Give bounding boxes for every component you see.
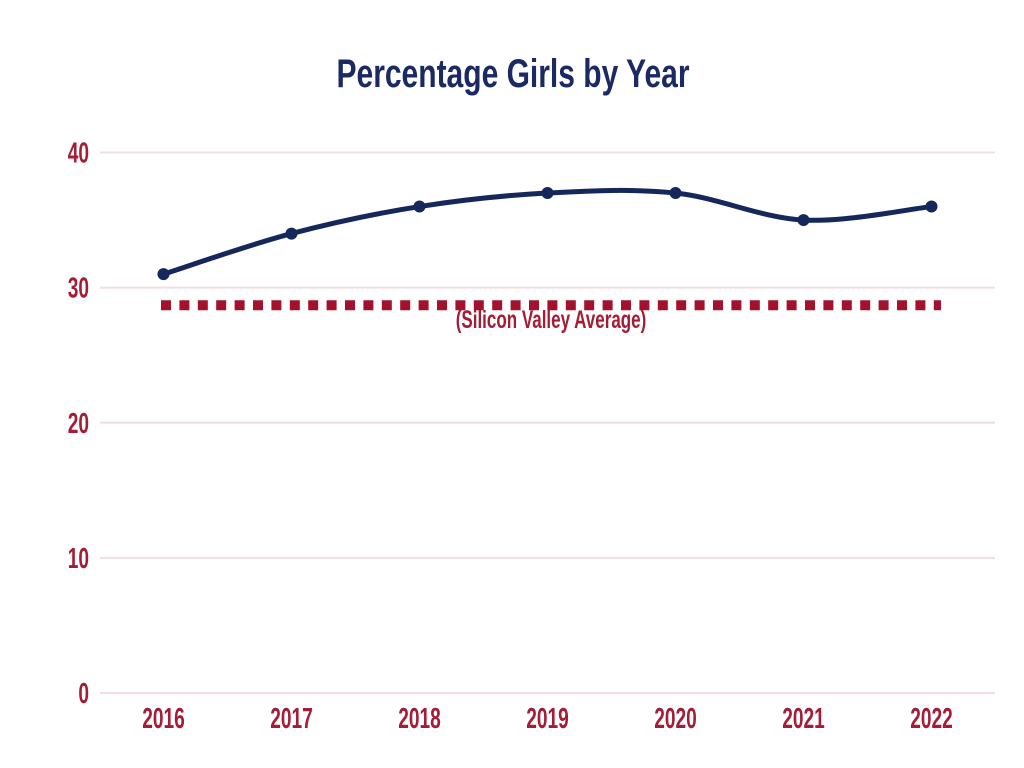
series-group — [157, 187, 938, 281]
reference-line-label: (Silicon Valley Average) — [455, 306, 647, 334]
x-tick-label: 2016 — [142, 703, 185, 735]
y-tick-label: 10 — [68, 543, 89, 575]
data-point-dot — [925, 200, 938, 213]
data-point-dot — [285, 227, 298, 240]
x-tick-label: 2020 — [654, 703, 697, 735]
data-point-dot — [541, 187, 554, 200]
data-point-dot — [669, 187, 682, 200]
data-point-dot — [797, 214, 810, 227]
series-path — [161, 187, 934, 277]
y-tick-label: 20 — [68, 408, 89, 440]
x-tick-label: 2021 — [782, 703, 825, 735]
y-axis-tick-labels-group: 0 10 20 30 40 — [68, 138, 89, 710]
y-tick-label: 30 — [68, 273, 89, 305]
x-axis-tick-labels-group: 2016 2017 2018 2019 2020 2021 2022 — [142, 703, 953, 735]
x-tick-label: 2022 — [910, 703, 953, 735]
chart-title: Percentage Girls by Year — [336, 52, 690, 96]
data-point-dot — [413, 200, 426, 213]
x-tick-label: 2018 — [398, 703, 441, 735]
x-tick-label: 2017 — [270, 703, 313, 735]
data-point-dot — [157, 268, 170, 281]
x-tick-label: 2019 — [526, 703, 569, 735]
gridlines-group — [100, 151, 995, 694]
y-tick-label: 0 — [78, 678, 89, 710]
y-tick-label: 40 — [68, 138, 89, 170]
